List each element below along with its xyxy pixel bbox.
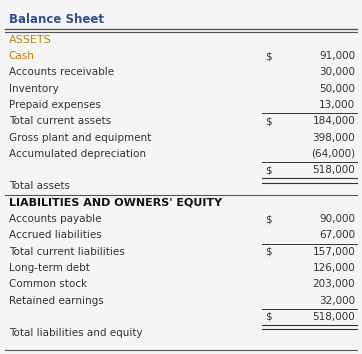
Text: ASSETS: ASSETS (9, 35, 51, 45)
Text: Cash: Cash (9, 51, 34, 61)
Text: Long-term debt: Long-term debt (9, 263, 89, 273)
Text: 184,000: 184,000 (312, 116, 355, 126)
Text: $: $ (265, 312, 272, 322)
Text: Retained earnings: Retained earnings (9, 296, 103, 306)
Text: $: $ (265, 116, 272, 126)
Text: 518,000: 518,000 (312, 312, 355, 322)
Text: $: $ (265, 165, 272, 175)
Text: 32,000: 32,000 (319, 296, 355, 306)
Text: (64,000): (64,000) (311, 149, 355, 159)
Text: 157,000: 157,000 (312, 247, 355, 257)
Text: 398,000: 398,000 (312, 132, 355, 143)
Text: Accounts receivable: Accounts receivable (9, 67, 114, 78)
Text: 518,000: 518,000 (312, 165, 355, 175)
Text: 126,000: 126,000 (312, 263, 355, 273)
Text: $: $ (265, 214, 272, 224)
Text: Total liabilities and equity: Total liabilities and equity (9, 328, 142, 338)
Text: 203,000: 203,000 (313, 279, 355, 289)
Text: Accumulated depreciation: Accumulated depreciation (9, 149, 146, 159)
Text: 91,000: 91,000 (319, 51, 355, 61)
Text: Inventory: Inventory (9, 84, 58, 94)
Text: 50,000: 50,000 (319, 84, 355, 94)
Text: Accounts payable: Accounts payable (9, 214, 101, 224)
Text: Total current liabilities: Total current liabilities (9, 247, 124, 257)
Text: $: $ (265, 51, 272, 61)
Text: Total current assets: Total current assets (9, 116, 111, 126)
Text: Prepaid expenses: Prepaid expenses (9, 100, 100, 110)
Text: Common stock: Common stock (9, 279, 87, 289)
Text: Balance Sheet: Balance Sheet (9, 13, 104, 25)
Text: 67,000: 67,000 (319, 230, 355, 240)
Text: 13,000: 13,000 (319, 100, 355, 110)
Text: Total assets: Total assets (9, 182, 70, 192)
Text: $: $ (265, 247, 272, 257)
Text: 30,000: 30,000 (319, 67, 355, 78)
Text: Gross plant and equipment: Gross plant and equipment (9, 132, 151, 143)
Text: 90,000: 90,000 (319, 214, 355, 224)
Text: Accrued liabilities: Accrued liabilities (9, 230, 101, 240)
Text: LIABILITIES AND OWNERS' EQUITY: LIABILITIES AND OWNERS' EQUITY (9, 198, 222, 208)
